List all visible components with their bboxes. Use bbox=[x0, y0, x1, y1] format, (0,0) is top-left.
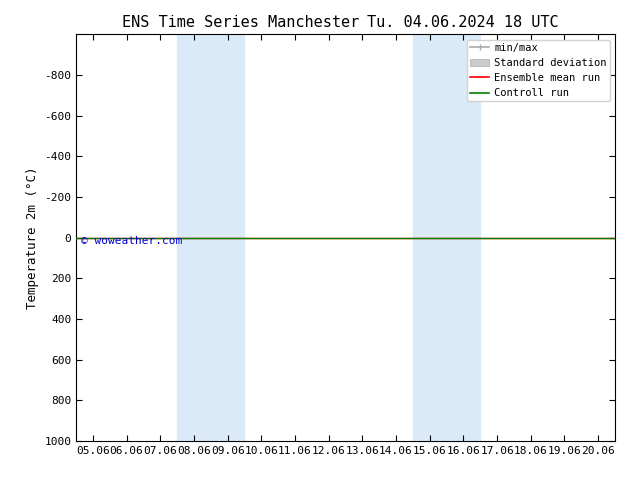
Bar bbox=[177, 34, 245, 441]
Text: Tu. 04.06.2024 18 UTC: Tu. 04.06.2024 18 UTC bbox=[367, 15, 559, 30]
Text: ENS Time Series Manchester: ENS Time Series Manchester bbox=[122, 15, 359, 30]
Bar bbox=[413, 34, 481, 441]
Y-axis label: Temperature 2m (°C): Temperature 2m (°C) bbox=[25, 167, 39, 309]
Legend: min/max, Standard deviation, Ensemble mean run, Controll run: min/max, Standard deviation, Ensemble me… bbox=[467, 40, 610, 101]
Text: © woweather.com: © woweather.com bbox=[81, 236, 183, 245]
